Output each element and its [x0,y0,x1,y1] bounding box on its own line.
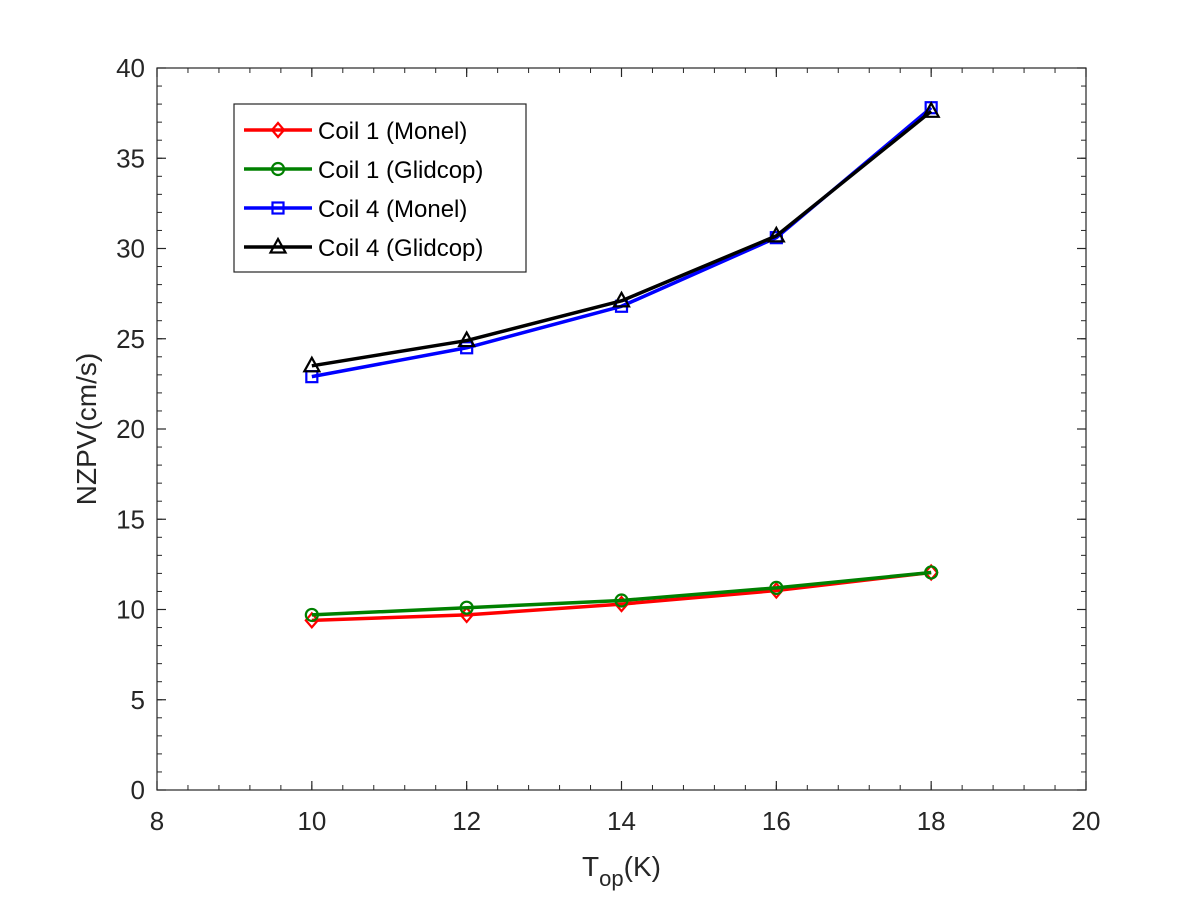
y-tick-label: 10 [116,595,145,625]
y-tick-label: 30 [116,234,145,264]
series-line [311,109,933,368]
y-axis-title: NZPV(cm/s) [71,353,102,505]
y-tick-label: 25 [116,324,145,354]
legend-label: Coil 4 (Monel) [318,196,467,223]
legend-item-coil-4-glidcop: Coil 4 (Glidcop) [244,235,483,262]
x-axis-title-suffix: (K) [624,851,661,882]
legend-item-coil-1-monel: Coil 1 (Monel) [244,118,467,145]
legend-item-coil-1-glidcop: Coil 1 (Glidcop) [244,157,483,184]
data-point [766,225,786,243]
data-point [924,565,939,580]
data-point [270,121,286,139]
x-tick-label: 18 [917,806,946,836]
series-line [311,570,932,617]
y-tick-label: 20 [116,414,145,444]
x-axis-title-main: T [582,851,599,882]
data-point [268,236,288,254]
y-tick-label: 35 [116,143,145,173]
legend-label: Coil 1 (Glidcop) [318,157,483,184]
x-axis-title-subscript: op [599,866,623,891]
series-layer [302,101,941,630]
y-tick-label: 15 [116,504,145,534]
data-point [614,593,629,608]
series-line [311,570,932,623]
x-tick-label: 10 [297,806,326,836]
x-tick-label: 16 [762,806,791,836]
data-point [304,607,319,623]
y-tick-label: 0 [131,775,145,805]
data-point [459,600,474,615]
data-point [921,101,941,118]
data-point [271,201,285,215]
data-point [270,161,286,177]
ticks [156,67,1087,791]
tick-labels: 8 10 12 14 16 18 20 0 5 10 15 20 25 30 35 40 [116,53,1100,836]
legend-label: Coil 4 (Glidcop) [318,235,483,262]
data-point [612,290,631,308]
legend: Coil 1 (Monel) Coil 1 (Glidcop) Coil 4 (Mo… [233,103,527,273]
y-tick-label: 40 [116,53,145,83]
series-coil-1-glidcop [304,565,939,623]
series-coil-4-glidcop [302,101,941,373]
data-point [457,330,477,348]
data-point [769,580,784,595]
data-point [302,355,322,373]
x-axis-title: Top(K) [582,851,661,891]
x-tick-label: 8 [150,806,164,836]
y-tick-label: 5 [131,685,145,715]
x-tick-label: 12 [452,806,481,836]
x-tick-label: 14 [607,806,636,836]
legend-label: Coil 1 (Monel) [318,118,467,145]
legend-item-coil-4-monel: Coil 4 (Monel) [244,196,467,223]
x-tick-label: 20 [1072,806,1101,836]
